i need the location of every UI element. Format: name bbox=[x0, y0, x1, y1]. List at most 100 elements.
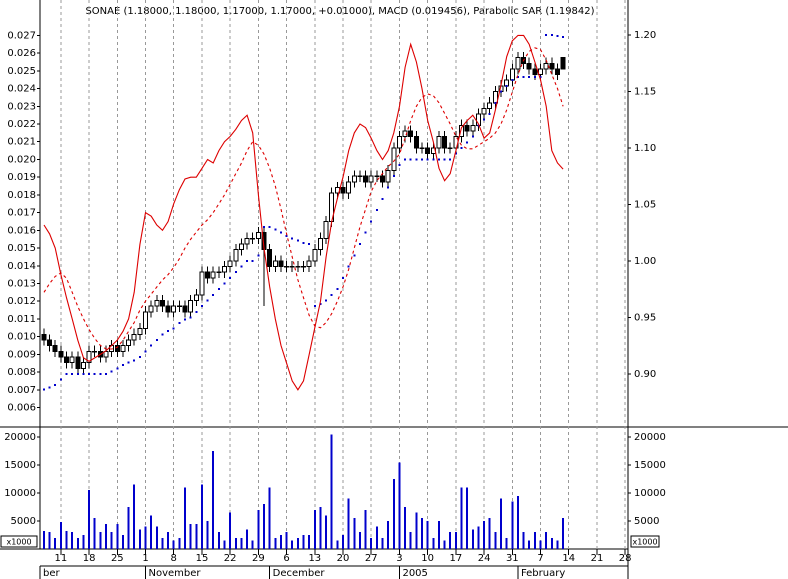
sar-dot bbox=[127, 361, 130, 364]
volume-bar bbox=[432, 537, 435, 549]
volume-bar bbox=[217, 532, 220, 549]
sar-dot bbox=[206, 299, 209, 302]
y-tick-label: 0.009 bbox=[7, 349, 36, 360]
volume-bar bbox=[65, 531, 68, 549]
sar-dot bbox=[229, 276, 232, 279]
volume-bar bbox=[138, 529, 141, 549]
volume-bar bbox=[342, 535, 345, 549]
y2-tick-label: 10000 bbox=[634, 488, 666, 499]
y-tick-label: 0.014 bbox=[7, 261, 36, 272]
volume-bar bbox=[144, 526, 147, 549]
candle-body bbox=[222, 266, 228, 273]
volume-bar bbox=[381, 537, 384, 549]
candle-body bbox=[199, 271, 205, 296]
y-tick-label: 0.007 bbox=[7, 385, 36, 396]
candle-body bbox=[323, 220, 329, 239]
candle-body bbox=[284, 266, 290, 268]
candle-body bbox=[408, 130, 414, 138]
volume-bar bbox=[375, 526, 378, 549]
volume-bar bbox=[347, 498, 350, 549]
sar-dot bbox=[240, 265, 243, 268]
volume-bar bbox=[229, 512, 232, 549]
volume-bar bbox=[291, 540, 294, 549]
candle-body bbox=[459, 124, 465, 138]
y-tick-label: 0.013 bbox=[7, 278, 36, 289]
sar-dot bbox=[88, 372, 91, 375]
sar-dot bbox=[516, 75, 519, 78]
y-tick-label: 0.017 bbox=[7, 208, 36, 219]
y-tick-label: 20000 bbox=[4, 432, 36, 443]
volume-bar bbox=[285, 532, 288, 549]
volume-bar bbox=[454, 532, 457, 549]
candle-body bbox=[210, 271, 216, 279]
sar-dot bbox=[291, 237, 294, 240]
sar-dot bbox=[105, 372, 108, 375]
candle-body bbox=[227, 260, 233, 268]
sar-dot bbox=[189, 316, 192, 319]
sar-dot bbox=[212, 293, 215, 296]
sar-dot bbox=[539, 75, 542, 78]
sar-dot bbox=[550, 34, 553, 37]
candle-body bbox=[188, 299, 194, 313]
y-tick-label: 10000 bbox=[4, 488, 36, 499]
candle-body bbox=[47, 339, 53, 347]
volume-bar bbox=[127, 507, 130, 549]
sar-dot bbox=[184, 318, 187, 321]
volume-bar bbox=[358, 532, 361, 549]
candle-body bbox=[509, 68, 515, 81]
sar-dot bbox=[404, 158, 407, 161]
month-label: 2005 bbox=[402, 568, 427, 579]
chart-title: SONAE (1.18000, 1.18000, 1.17000, 1.1700… bbox=[85, 6, 594, 17]
sar-dot bbox=[409, 158, 412, 161]
candle-body bbox=[385, 170, 391, 183]
x-tick-label: 17 bbox=[450, 553, 463, 564]
sar-dot bbox=[522, 75, 525, 78]
sar-dot bbox=[443, 158, 446, 161]
candle-body bbox=[447, 147, 453, 149]
sar-dot bbox=[313, 305, 316, 308]
candle-body bbox=[250, 237, 256, 240]
x-tick-label: 10 bbox=[421, 553, 434, 564]
x-tick-label: 22 bbox=[224, 553, 237, 564]
sar-dot bbox=[116, 367, 119, 370]
candle-body bbox=[346, 181, 352, 194]
candle-body bbox=[526, 62, 532, 70]
volume-bar bbox=[88, 490, 91, 549]
y-tick-label: 0.019 bbox=[7, 172, 36, 183]
sar-dot bbox=[121, 363, 124, 366]
volume-bar bbox=[415, 512, 418, 549]
volume-bar bbox=[387, 521, 390, 549]
y-tick-label: 0.015 bbox=[7, 243, 36, 254]
volume-bar bbox=[133, 484, 136, 549]
sar-dot bbox=[466, 141, 469, 144]
volume-bar bbox=[150, 515, 153, 549]
candle-body bbox=[351, 175, 357, 183]
volume-bar bbox=[556, 540, 559, 549]
volume-bar bbox=[110, 532, 113, 549]
candle-body bbox=[182, 305, 188, 313]
volume-bar bbox=[240, 537, 243, 549]
volume-bar bbox=[93, 518, 96, 549]
y-tick-label: 0.006 bbox=[7, 403, 36, 414]
volume-bar bbox=[184, 487, 187, 549]
volume-bar bbox=[398, 462, 401, 549]
month-label: November bbox=[149, 568, 202, 579]
candle-body bbox=[114, 345, 120, 352]
x-tick-label: 18 bbox=[83, 553, 96, 564]
volume-bar bbox=[437, 521, 440, 549]
y-tick-label: 0.025 bbox=[7, 66, 36, 77]
volume-bar bbox=[172, 540, 175, 549]
sar-dot bbox=[144, 350, 147, 353]
volume-bar bbox=[189, 523, 192, 549]
x-tick-label: 25 bbox=[111, 553, 124, 564]
sar-dot bbox=[375, 209, 378, 212]
volume-bar bbox=[121, 535, 124, 549]
x-tick-label: 28 bbox=[619, 553, 632, 564]
sar-dot bbox=[76, 372, 79, 375]
volume-bar bbox=[466, 487, 469, 549]
candle-body bbox=[419, 147, 425, 149]
candle-body bbox=[238, 243, 244, 251]
y2-tick-label: 20000 bbox=[634, 432, 666, 443]
x-tick-label: 31 bbox=[506, 553, 519, 564]
